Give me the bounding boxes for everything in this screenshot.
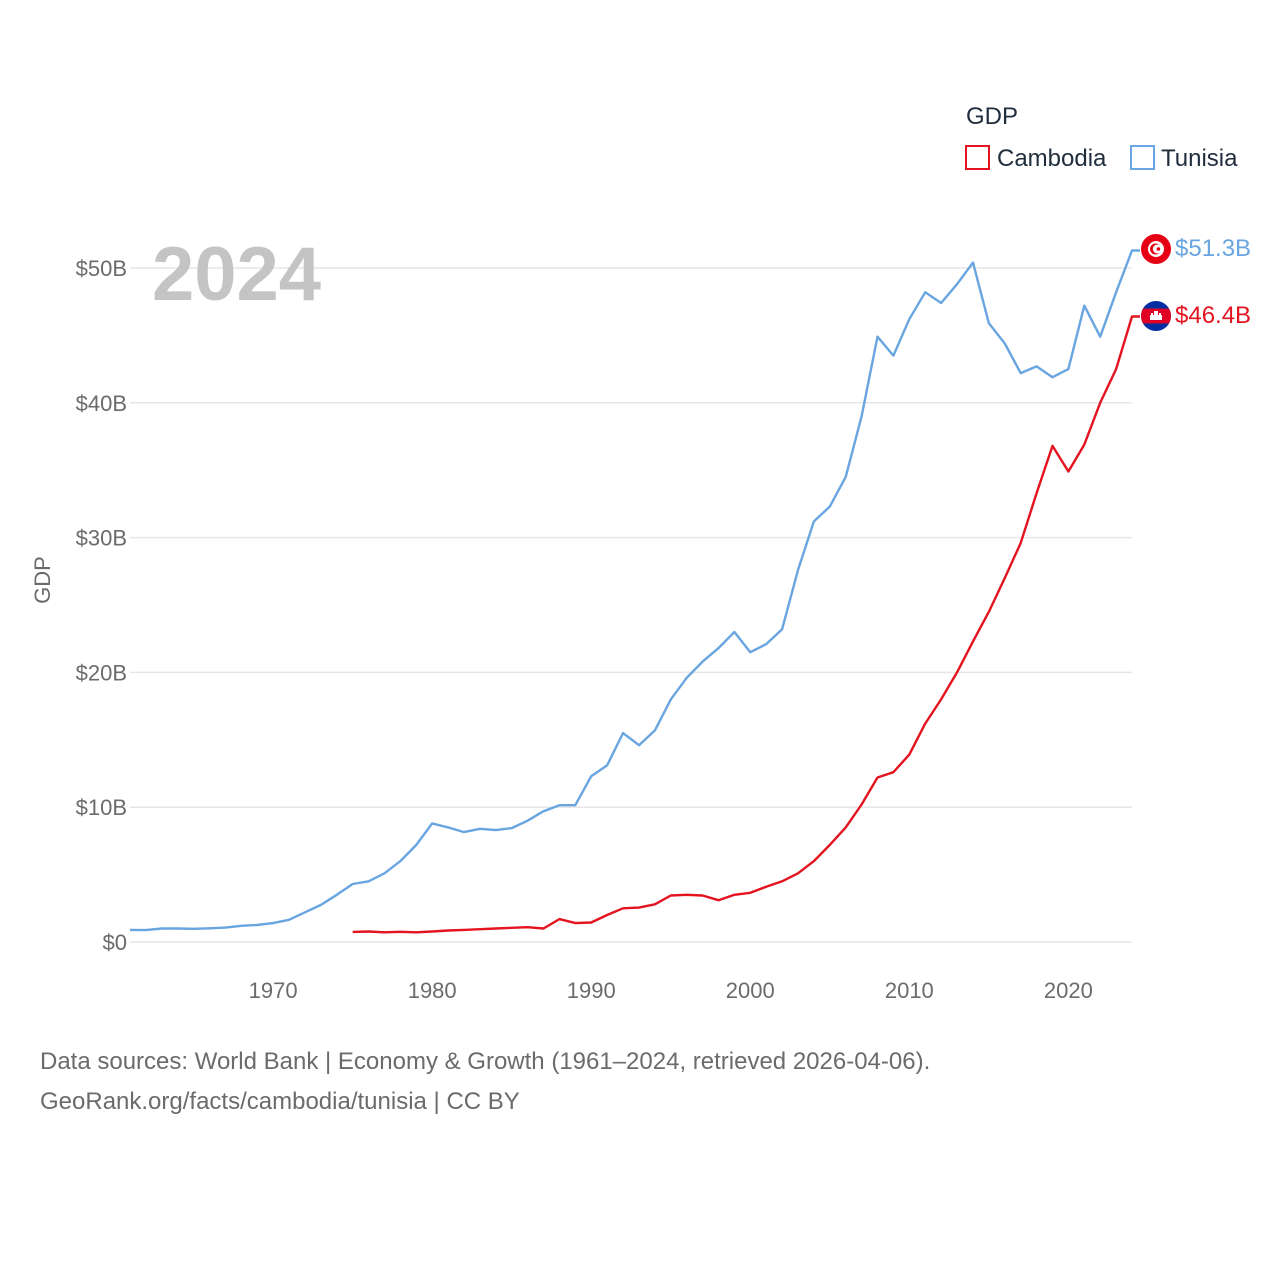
- x-tick-label: 2020: [1044, 978, 1093, 1003]
- y-tick-label: $0: [103, 930, 127, 955]
- y-tick-label: $10B: [76, 795, 127, 820]
- legend-swatch-cambodia[interactable]: [965, 145, 990, 170]
- cambodia-flag-icon: [1141, 301, 1171, 331]
- y-tick-label: $50B: [76, 256, 127, 281]
- y-tick-label: $40B: [76, 391, 127, 416]
- tunisia-flag-icon: [1141, 234, 1171, 264]
- legend-label-cambodia[interactable]: Cambodia: [997, 145, 1107, 172]
- grid-lines: [130, 267, 1132, 943]
- end-label-cambodia: $46.4B: [1175, 302, 1251, 329]
- legend: GDP Cambodia Tunisia: [965, 103, 1238, 172]
- series-lines: [129, 249, 1140, 934]
- data-source-note: Data sources: World Bank | Economy & Gro…: [40, 1042, 1240, 1122]
- end-label-cambodia-group: $46.4B: [1141, 301, 1251, 331]
- x-axis: 1970 1980 1990 2000 2010 2020: [249, 978, 1093, 1003]
- legend-title: GDP: [966, 103, 1018, 130]
- end-label-tunisia: $51.3B: [1175, 235, 1251, 262]
- y-tick-label: $30B: [76, 526, 127, 551]
- legend-swatch-tunisia[interactable]: [1130, 145, 1155, 170]
- series-line-tunisia[interactable]: [129, 249, 1140, 932]
- source-line-1: Data sources: World Bank | Economy & Gro…: [40, 1048, 931, 1075]
- source-line-2: GeoRank.org/facts/cambodia/tunisia | CC …: [40, 1088, 520, 1115]
- x-tick-label: 1980: [408, 978, 457, 1003]
- y-tick-label: $20B: [76, 660, 127, 685]
- legend-label-tunisia[interactable]: Tunisia: [1161, 145, 1238, 172]
- x-tick-label: 2010: [885, 978, 934, 1003]
- x-tick-label: 1970: [249, 978, 298, 1003]
- x-tick-label: 1990: [567, 978, 616, 1003]
- x-tick-label: 2000: [726, 978, 775, 1003]
- y-axis: $0 $10B $20B $30B $40B $50B: [76, 256, 127, 955]
- year-label: 2024: [152, 232, 321, 317]
- y-axis-title: GDP: [30, 556, 55, 604]
- series-line-cambodia[interactable]: [352, 315, 1140, 934]
- end-label-tunisia-group: $51.3B: [1141, 234, 1251, 264]
